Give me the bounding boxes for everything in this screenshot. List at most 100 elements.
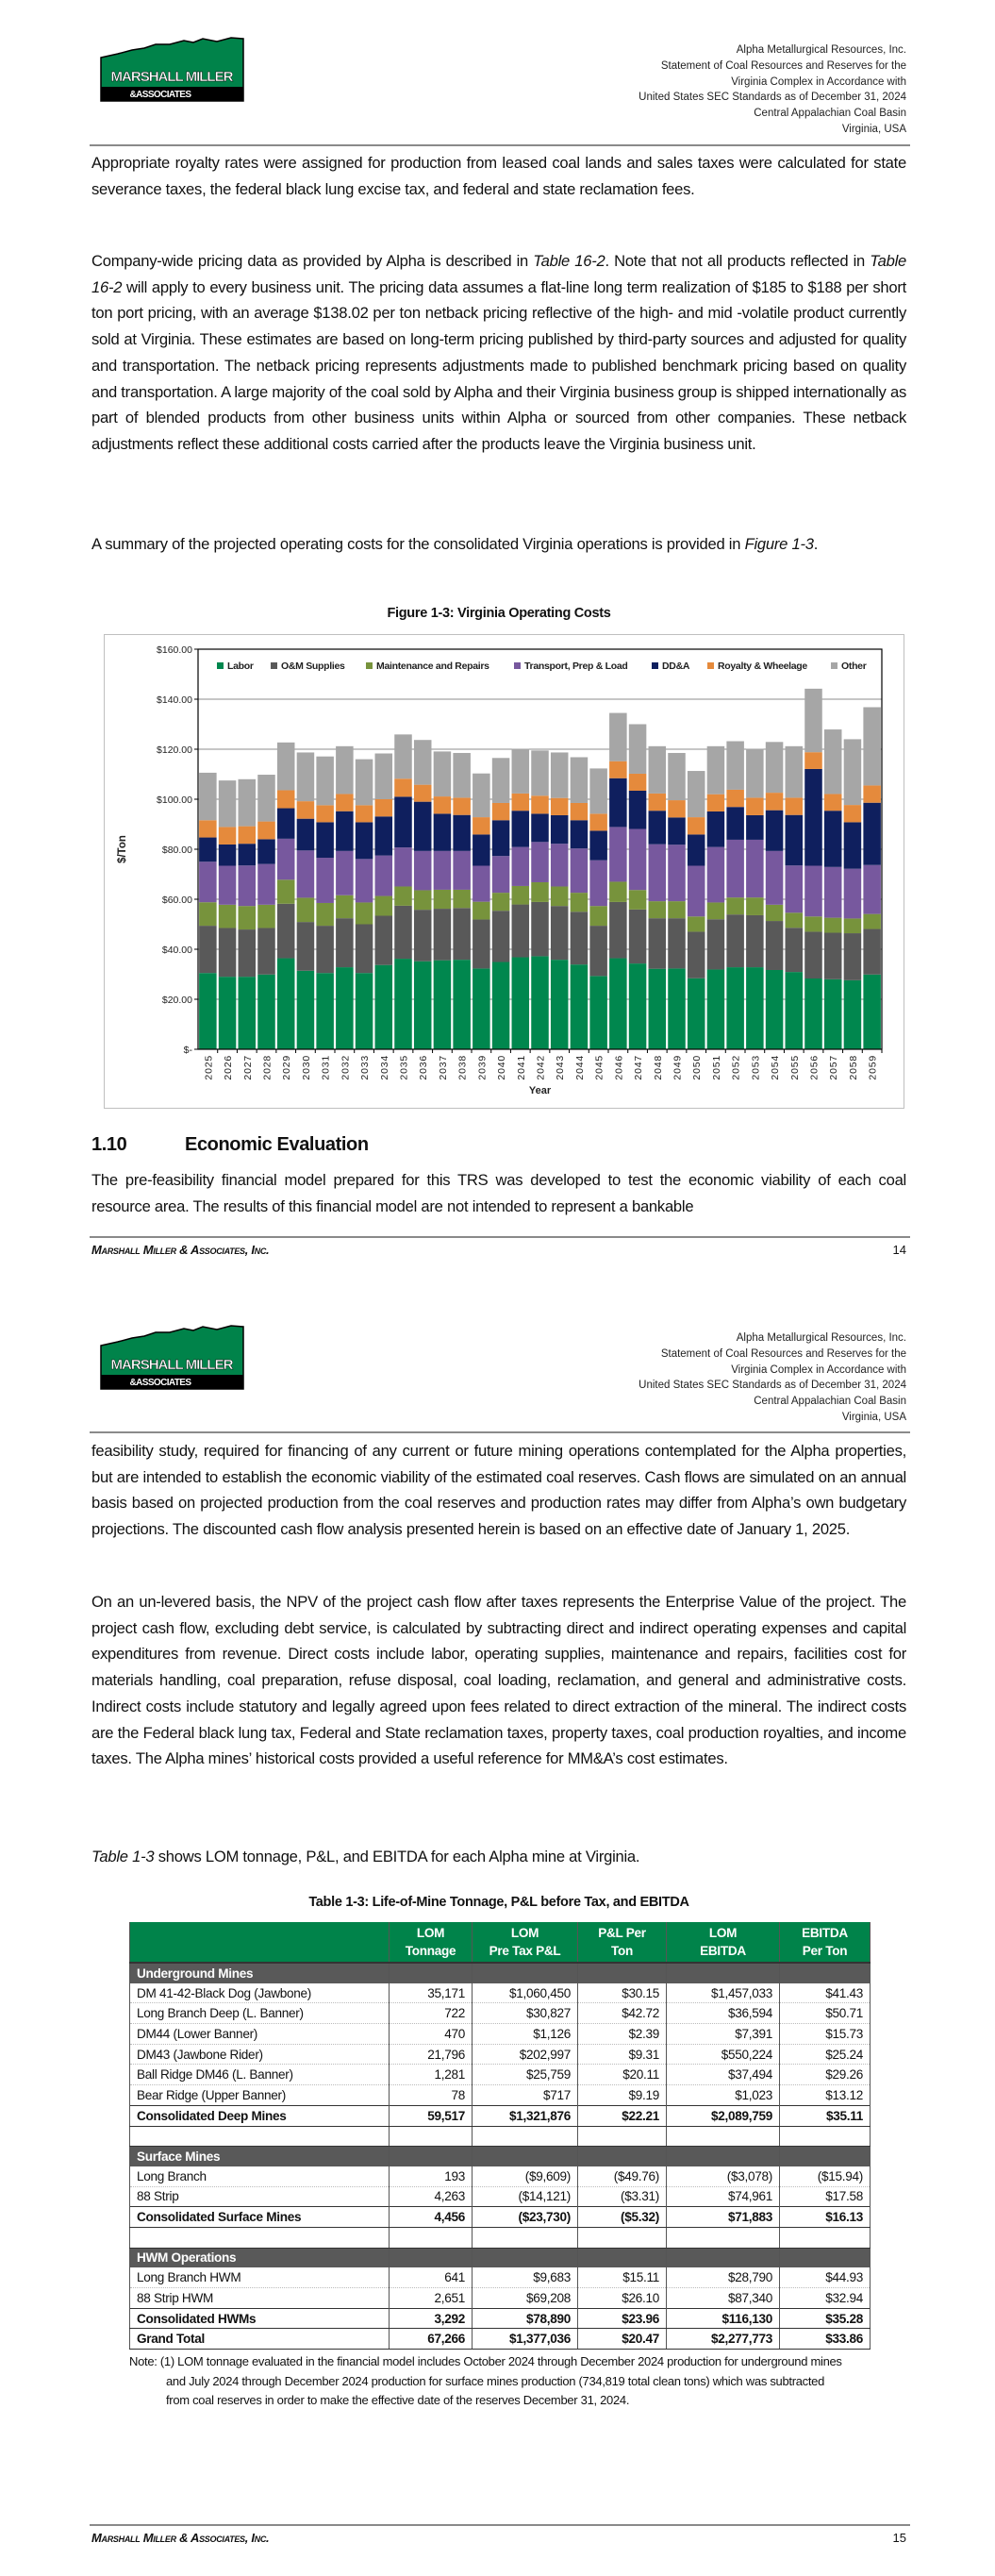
cell-value: $23.96 — [577, 2307, 667, 2330]
bar-segment-maintenance-and-repairs — [843, 918, 862, 934]
x-tick-label: 2037 — [438, 1055, 449, 1080]
bar-segment-maintenance-and-repairs — [433, 889, 452, 910]
x-tick-label: 2039 — [476, 1055, 488, 1080]
bar-segment-transport-prep-load — [668, 845, 686, 902]
cell-value: $25.24 — [779, 2044, 871, 2066]
bar-segment-maintenance-and-repairs — [570, 893, 589, 912]
cell-value: $717 — [472, 2084, 578, 2106]
cell-value: 470 — [389, 2023, 473, 2045]
cell-value: 4,456 — [389, 2206, 473, 2228]
x-tick-label: 2052 — [731, 1055, 742, 1080]
table-header-row: LOM Tonnage LOM Pre Tax P&L P&L Per Ton LOM… — [129, 1922, 871, 1964]
y-tick-label: $120.00 — [157, 744, 192, 756]
bar-segment-maintenance-and-repairs — [276, 879, 295, 904]
bar-segment-other — [746, 748, 764, 798]
x-tick-label: 2035 — [399, 1055, 410, 1080]
x-tick-label: 2050 — [691, 1055, 703, 1080]
cell-value: $1,321,876 — [472, 2104, 578, 2127]
x-tick-label: 2041 — [516, 1055, 527, 1080]
section-row: Underground Mines — [129, 1963, 871, 1983]
bar-segment-other — [453, 752, 471, 798]
section-row: HWM Operations — [129, 2248, 871, 2268]
cell-value: $116,130 — [666, 2307, 780, 2330]
table-row: DM 41-42-Black Dog (Jawbone) 35,171 $1,060… — [129, 1982, 871, 2004]
bar-segment-o-m-supplies — [453, 908, 471, 961]
paragraph-royalty: Appropriate royalty rates were assigned … — [91, 154, 906, 198]
bar-segment-dd-a — [804, 768, 822, 866]
column-header: P&L Per Ton — [577, 1922, 667, 1964]
row-label: Consolidated HWMs — [129, 2307, 390, 2330]
x-axis-title: Year — [529, 1085, 552, 1096]
figure-title: Figure 1-3: Virginia Operating Costs — [387, 606, 611, 621]
bar-segment-other — [687, 771, 705, 818]
x-tick-label: 2047 — [633, 1055, 644, 1080]
bar-segment-transport-prep-load — [257, 863, 275, 905]
bar-segment-transport-prep-load — [785, 865, 804, 913]
cell-value — [779, 2146, 871, 2166]
table-row: Long Branch 193 ($9,609) ($49.76) ($3,078) ($… — [129, 2166, 871, 2187]
x-tick-label: 2054 — [770, 1055, 781, 1080]
text: . — [813, 535, 819, 553]
cell-value — [577, 2248, 667, 2268]
bar-segment-o-m-supplies — [413, 910, 432, 962]
cell-value: $69,208 — [472, 2287, 578, 2309]
cell-value: $42.72 — [577, 2002, 667, 2025]
bar-segment-transport-prep-load — [609, 827, 627, 882]
bar-segment-o-m-supplies — [473, 919, 490, 969]
bar-segment-other — [257, 775, 275, 822]
bar-segment-dd-a — [453, 814, 471, 851]
bar-segment-o-m-supplies — [746, 914, 764, 968]
bar-segment-other — [473, 773, 490, 818]
table-row: Long Branch HWM 641 $9,683 $15.11 $28,790 $44… — [129, 2267, 871, 2289]
cell-value — [389, 2248, 473, 2268]
cell-value: $1,377,036 — [472, 2328, 578, 2350]
cell-value — [472, 2146, 578, 2166]
bar-segment-dd-a — [531, 813, 549, 843]
row-label: 88 Strip HWM — [129, 2287, 390, 2309]
table-reference: Table 16-2 — [533, 252, 605, 270]
bar-segment-maintenance-and-repairs — [804, 916, 822, 932]
bar-segment-other — [336, 745, 354, 795]
plot-area-frame — [197, 648, 883, 1050]
bar-segment-transport-prep-load — [570, 848, 589, 894]
bar-segment-labor — [238, 977, 257, 1049]
bar-segment-dd-a — [823, 811, 842, 867]
footer-company: Marshall Miller & Associates, Inc. — [91, 2531, 270, 2545]
bar-segment-maintenance-and-repairs — [628, 890, 647, 910]
legend-label: Other — [841, 661, 867, 672]
section-row: Surface Mines — [129, 2146, 871, 2166]
x-tick-label: 2051 — [711, 1055, 722, 1080]
row-label: DM43 (Jawbone Rider) — [129, 2044, 390, 2066]
bar-segment-transport-prep-load — [746, 839, 764, 898]
header-divider — [90, 1431, 910, 1433]
bar-segment-dd-a — [413, 801, 432, 851]
header-line: Statement of Coal Resources and Reserves… — [660, 59, 906, 72]
table-row: 88 Strip HWM 2,651 $69,208 $26.10 $87,340 $32… — [129, 2287, 871, 2309]
cell-value — [577, 2126, 667, 2148]
total-row: Grand Total 67,266 $1,377,036 $20.47 $2,277,… — [129, 2328, 871, 2350]
bar-segment-labor — [746, 967, 764, 1049]
cell-value: $15.73 — [779, 2023, 871, 2045]
bar-segment-other — [609, 712, 627, 761]
bar-segment-maintenance-and-repairs — [316, 902, 334, 927]
bar-segment-maintenance-and-repairs — [589, 906, 607, 927]
row-label: Long Branch Deep (L. Banner) — [129, 2002, 390, 2025]
bar-segment-dd-a — [648, 811, 667, 845]
bar-segment-transport-prep-load — [491, 856, 510, 894]
bar-segment-dd-a — [394, 796, 412, 848]
bar-segment-labor — [648, 968, 667, 1049]
bar-segment-other — [199, 772, 217, 821]
footer-divider — [90, 1236, 910, 1238]
cell-value: $7,391 — [666, 2023, 780, 2045]
bar-segment-dd-a — [491, 820, 510, 857]
bar-segment-royalty-wheelage — [765, 793, 784, 811]
paragraph-pricing: Company-wide pricing data as provided by… — [91, 248, 906, 458]
cell-value: $9.31 — [577, 2044, 667, 2066]
bar-segment-o-m-supplies — [589, 926, 607, 977]
bar-segment-o-m-supplies — [355, 924, 373, 974]
header-line: Central Appalachian Coal Basin — [754, 1396, 906, 1408]
cell-value: $2,089,759 — [666, 2104, 780, 2127]
bar-segment-labor — [628, 963, 647, 1049]
row-label: Grand Total — [129, 2328, 390, 2350]
bar-segment-o-m-supplies — [726, 914, 744, 968]
